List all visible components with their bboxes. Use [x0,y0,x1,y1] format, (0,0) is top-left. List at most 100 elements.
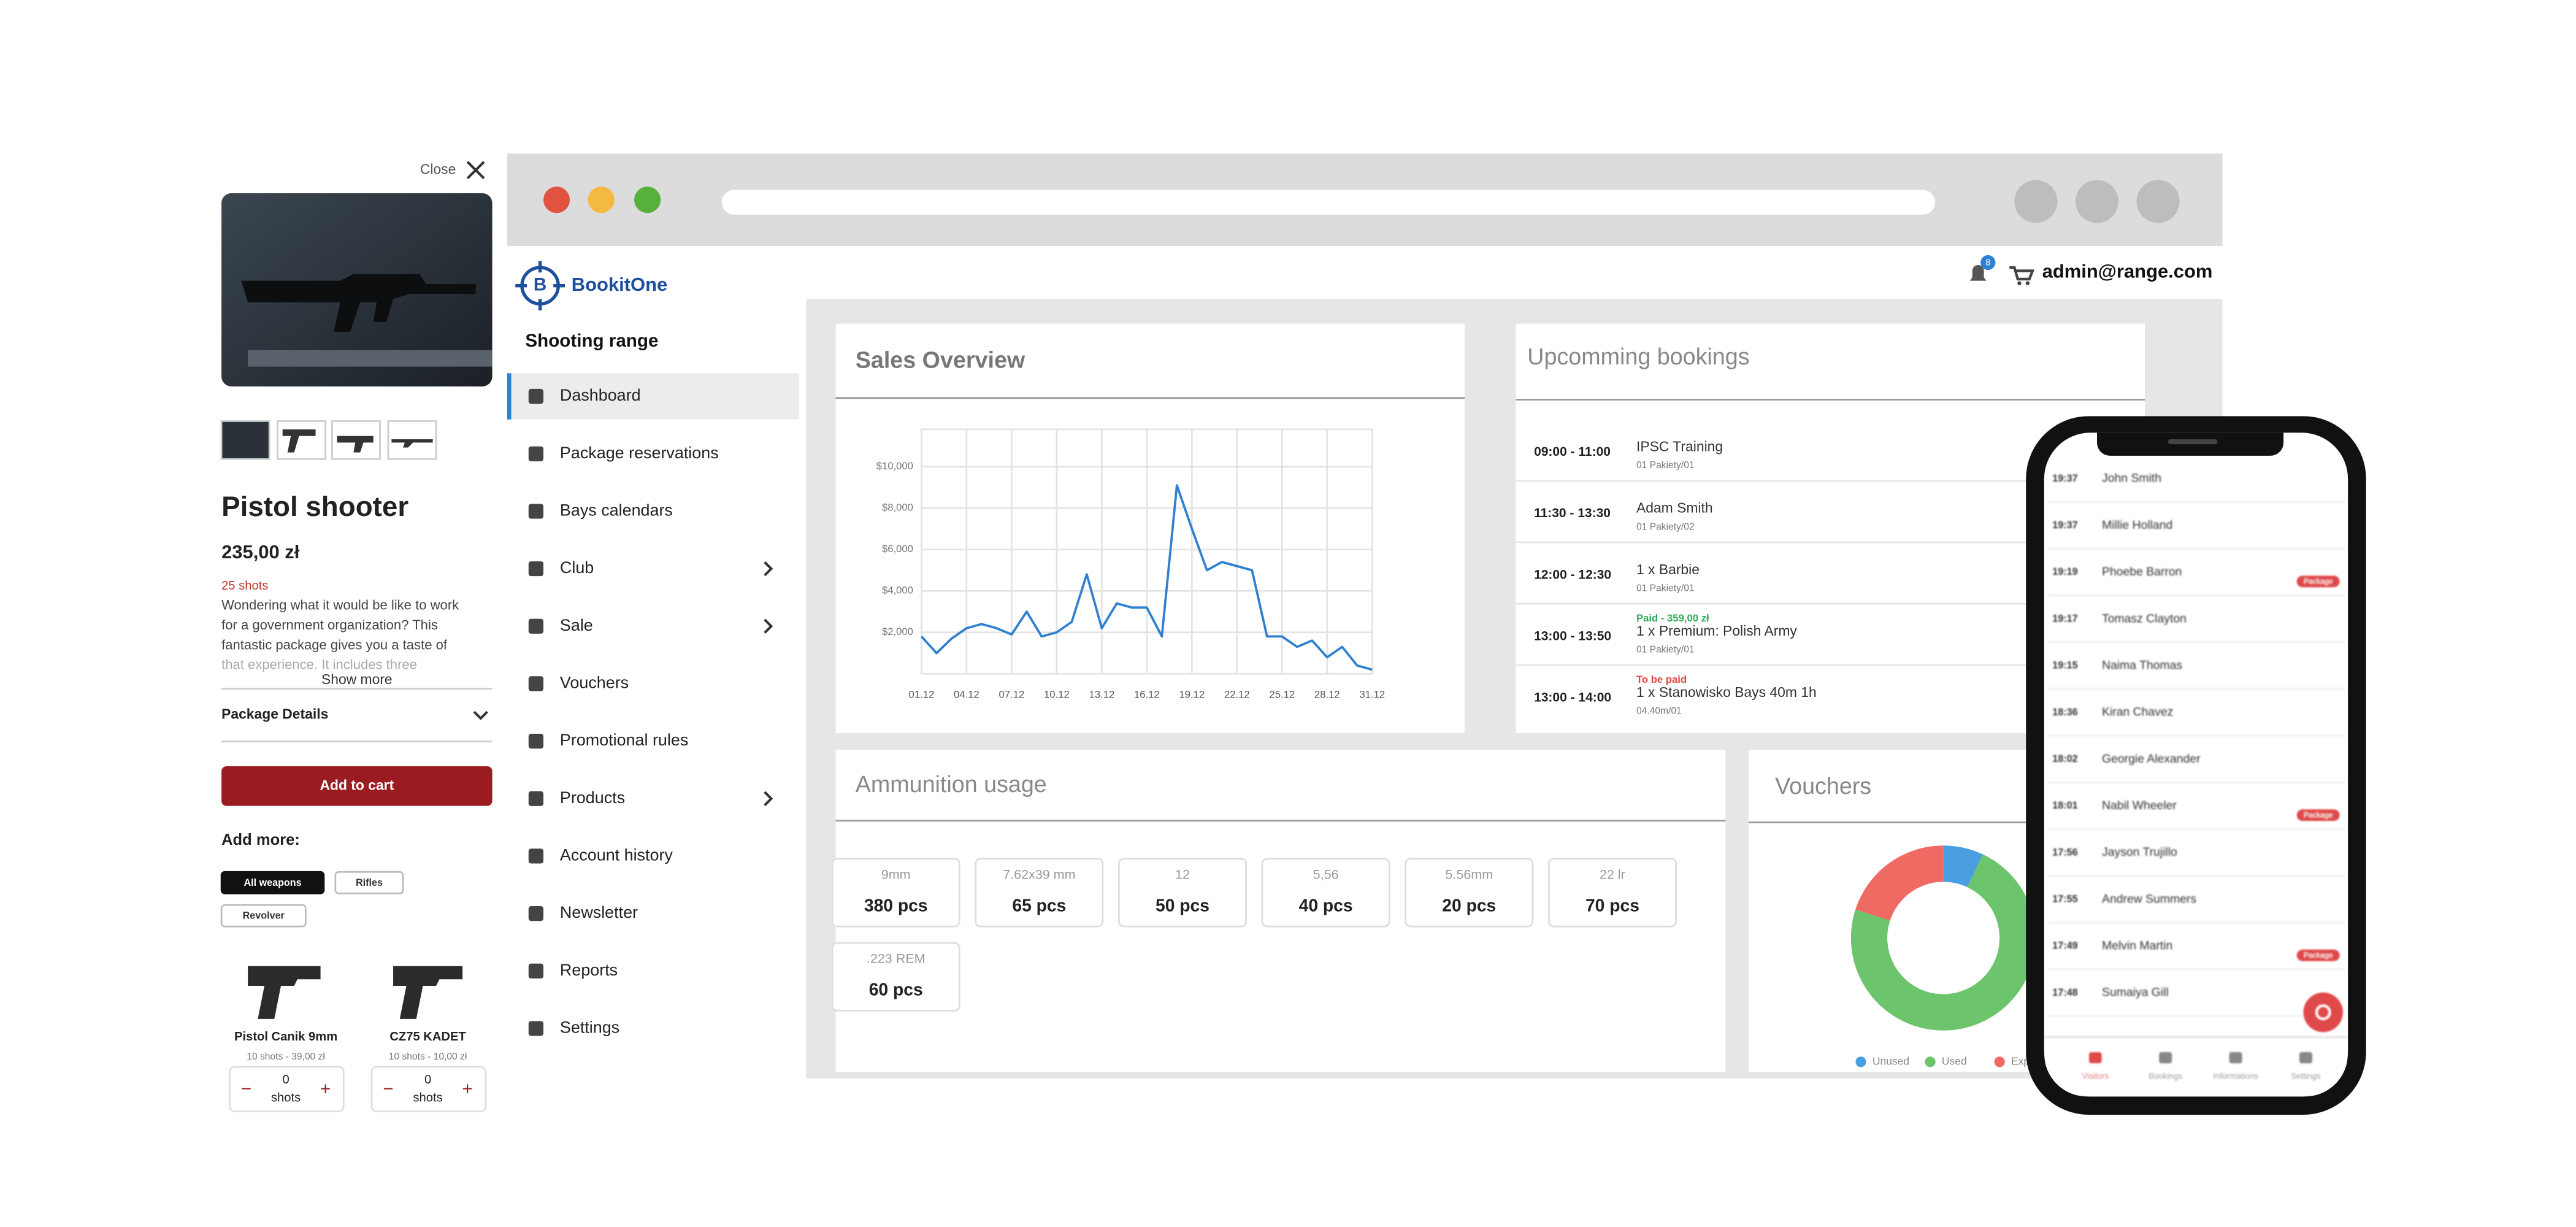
visitor-name[interactable]: Phoebe Barron [2102,565,2182,579]
tab-label[interactable]: Visitors [2082,1072,2109,1081]
ammo-box [831,942,960,1012]
menu-item[interactable]: Bays calendars [560,501,673,519]
visitor-time: 17:48 [2052,987,2077,998]
x-tick-label: 10.12 [1044,689,1070,701]
window-maximize[interactable] [634,187,661,213]
visitor-name[interactable]: Jayson Trujillo [2102,845,2177,859]
booking-name: 1 x Stanowisko Bays 40m 1h [1636,684,1817,700]
close-label[interactable]: Close [420,161,456,177]
ammo-amount: 50 pcs [1156,895,1209,915]
thumbnail[interactable] [277,420,327,460]
description-line: that experience. It includes three [221,657,417,672]
visitor-name[interactable]: Georgie Alexander [2102,752,2201,766]
visitor-time: 19:17 [2052,613,2077,624]
visitor-name[interactable]: Millie Holland [2102,518,2172,532]
brand-name: BookitOne [572,274,667,295]
address-bar[interactable] [721,190,1936,215]
sales-line [921,484,1373,671]
ammo-caliber: 9mm [881,867,911,882]
fab-button[interactable] [2303,992,2344,1033]
y-tick-label: $6,000 [882,543,913,555]
visitor-name[interactable]: Nabil Wheeler [2102,799,2177,812]
card-title: Vouchers [1775,773,1871,799]
toolbar-button[interactable] [2075,180,2118,223]
x-tick-label: 16.12 [1134,689,1160,701]
legend-swatch [1994,1056,2005,1067]
tab-label[interactable]: Bookings [2149,1072,2183,1081]
visitor-name[interactable]: Sumaiya Gill [2102,986,2169,999]
ammo-caliber: 22 lr [1600,867,1625,882]
quantity-plus[interactable]: + [462,1079,473,1099]
window-close[interactable] [543,187,570,213]
add-to-cart-button[interactable] [221,766,493,806]
tab-label[interactable]: Informations [2213,1072,2258,1081]
menu-item[interactable]: Sale [560,616,593,634]
submenu-chevron [764,791,773,806]
ammo-caliber: .223 REM [867,952,926,966]
menu-item[interactable]: Settings [560,1018,619,1037]
booking-sub: 01 Pakiety/01 [1636,460,1695,471]
filter-chip[interactable] [220,871,325,894]
menu-icon [528,446,544,461]
quantity-plus[interactable]: + [320,1079,331,1099]
booking-sub: 01 Pakiety/01 [1636,645,1695,655]
description-line: fantastic package gives you a taste of [221,637,448,652]
menu-item[interactable]: Vouchers [560,674,629,692]
window-minimize[interactable] [588,187,615,213]
menu-item[interactable]: Newsletter [560,903,638,921]
menu-item[interactable]: Club [560,558,594,577]
menu-item[interactable]: Dashboard [560,386,641,404]
visitor-time: 19:19 [2052,566,2077,577]
cart-icon[interactable] [2009,266,2035,281]
filter-chip[interactable] [334,871,404,894]
x-tick-label: 04.12 [954,689,979,701]
item-price: 10 shots - 10,00 zł [389,1052,467,1062]
description-line: for a government organization? This [221,617,438,633]
thumbnail[interactable] [220,420,270,460]
expand-icon[interactable] [473,710,488,720]
menu-item[interactable]: Products [560,788,625,807]
logo-icon [515,261,565,311]
user-email[interactable]: admin@range.com [2042,260,2213,282]
add-to-cart-label[interactable]: Add to cart [320,777,394,793]
booking-time: 12:00 - 12:30 [1534,567,1611,582]
filter-chip-label[interactable]: Revolver [243,910,285,921]
toolbar-button[interactable] [2136,180,2180,223]
show-more[interactable]: Show more [321,671,393,687]
package-details[interactable]: Package Details [221,706,328,722]
donut [1850,845,2036,1031]
notification-icon[interactable] [1969,265,1987,281]
visitor-name[interactable]: Melvin Martin [2102,939,2172,953]
x-tick-label: 19.12 [1179,689,1205,701]
menu-item[interactable]: Promotional rules [560,731,688,749]
booking-name: IPSC Training [1636,439,1723,455]
menu-item[interactable]: Reports [560,961,618,979]
legend-label: Unused [1873,1055,1909,1067]
quantity-minus[interactable]: − [241,1079,251,1099]
menu-icon [528,963,544,979]
close-icon[interactable] [466,161,485,180]
y-tick-label: $8,000 [882,502,913,513]
ammo-amount: 70 pcs [1585,895,1639,915]
description-fade [221,652,493,675]
menu-item[interactable]: Account history [560,846,673,864]
filter-chip[interactable] [220,904,307,928]
visitor-name[interactable]: Naima Thomas [2102,658,2182,672]
filter-chip-label[interactable]: All weapons [243,877,301,888]
item-photo [248,966,321,1019]
menu-icon [528,1021,544,1036]
fab-icon [2315,1004,2331,1020]
visitor-name[interactable]: Andrew Summers [2102,892,2196,906]
visitor-name[interactable]: Tomasz Clayton [2102,612,2187,625]
donut-segment [1943,845,1983,888]
quantity-minus[interactable]: − [383,1079,393,1099]
toolbar-button[interactable] [2014,180,2058,223]
visitor-name[interactable]: Kiran Chavez [2102,706,2173,719]
menu-item[interactable]: Package reservations [560,444,719,462]
booking-time: 09:00 - 11:00 [1534,445,1611,459]
visitor-name[interactable]: John Smith [2102,472,2161,485]
donut-segment [1850,854,2036,1031]
tab-label[interactable]: Settings [2291,1072,2321,1081]
filter-chip-label[interactable]: Rifles [356,877,383,888]
